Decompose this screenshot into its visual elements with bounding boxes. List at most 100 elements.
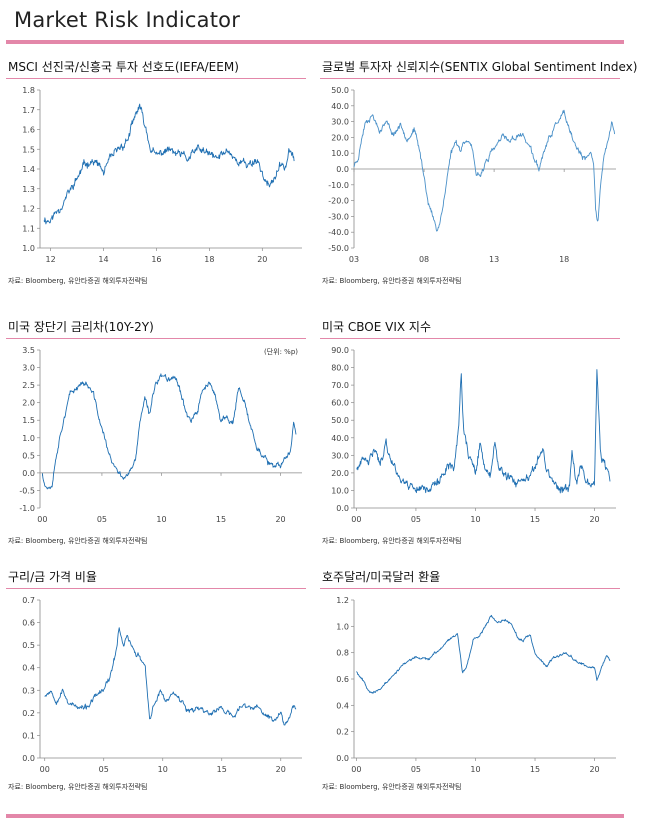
y-tick-label: 60.0 [331,399,349,408]
y-tick-label: 20.0 [331,133,349,142]
y-tick-label: 0.4 [336,701,349,710]
x-tick-label: 10 [470,515,480,524]
y-tick-label: 0.0 [22,754,35,763]
x-tick-label: 20 [257,255,267,264]
x-tick-label: 18 [559,255,569,264]
x-tick-label: 10 [470,765,480,774]
y-tick-label: 1.1 [22,224,35,233]
y-tick-label: 0.6 [336,675,349,684]
chart-title: 미국 장단기 금리차(10Y-2Y) [8,320,154,334]
x-tick-label: 08 [419,255,429,264]
y-tick-label: 1.8 [22,86,35,95]
y-tick-label: 1.5 [22,416,35,425]
y-tick-label: 0.7 [22,596,35,605]
chart-source: 자료: Bloomberg, 유안타증권 해외투자전략팀 [8,537,148,545]
chart-panel-vix: 미국 CBOE VIX 지수 0.0 10.0 20.0 30.0 40.0 50.0 60… [320,318,620,558]
chart-title: 글로벌 투자자 신뢰지수(SENTIX Global Sentiment Ind… [322,60,638,74]
y-tick-label: 3.5 [22,346,35,355]
page-title: Market Risk Indicator [14,8,241,32]
x-tick-label: 20 [589,515,599,524]
y-tick-label: 50.0 [331,416,349,425]
y-tick-label: 2.0 [22,399,35,408]
chart-plot: 1.0 1.1 1.2 1.3 1.4 1.5 1.6 1.7 1.8 12 14 16 18 20 [22,86,302,264]
y-tick-label: 0.6 [22,619,35,628]
chart-plot: 0.0 0.1 0.2 0.3 0.4 0.5 0.6 0.7 00 05 10 15 20 [22,596,302,774]
x-tick-label: 20 [275,515,285,524]
y-tick-label: 0.0 [22,469,35,478]
y-tick-label: 3.0 [22,364,35,373]
y-tick-label: -10.0 [328,181,349,190]
y-tick-label: 0.2 [336,728,349,737]
unit-label: (단위: %p) [264,347,298,356]
chart-plot: -50.0 -40.0 -30.0 -20.0 -10.0 0.0 10.0 20.0 30.0… [328,86,616,264]
y-tick-label: 20.0 [331,469,349,478]
series-line-sentix [353,109,616,232]
y-tick-label: 0.1 [22,731,35,740]
chart-title: 호주달러/미국달러 환율 [322,570,441,584]
y-tick-label: 1.2 [336,596,349,605]
x-tick-label: 10 [158,765,168,774]
series-line-copper [44,627,297,726]
x-tick-label: 20 [589,765,599,774]
y-tick-label: -30.0 [328,212,349,221]
chart-divider [320,78,620,79]
x-tick-label: 15 [530,515,540,524]
x-tick-label: 05 [411,765,421,774]
series-line-vix [356,369,611,494]
y-tick-label: 1.2 [22,205,35,214]
series-line-audusd [356,614,611,694]
y-tick-label: 1.0 [22,434,35,443]
y-tick-label: 0.3 [22,686,35,695]
y-tick-label: 1.0 [336,622,349,631]
x-tick-label: 03 [349,255,359,264]
chart-title: MSCI 선진국/신흥국 투자 선호도(IEFA/EEM) [8,60,239,74]
x-tick-label: 14 [98,255,108,264]
x-tick-label: 20 [276,765,286,774]
y-tick-label: -50.0 [328,244,349,253]
x-tick-label: 00 [37,515,47,524]
chart-panel-audusd: 호주달러/미국달러 환율 0.0 0.2 0.4 0.6 0.8 1.0 1.2 00 05 10… [320,568,620,808]
chart-divider [6,338,306,339]
y-tick-label: 0.0 [336,165,349,174]
y-tick-label: 0.0 [336,754,349,763]
chart-divider [6,78,306,79]
chart-title: 미국 CBOE VIX 지수 [322,320,432,334]
chart-panel-spread: 미국 장단기 금리차(10Y-2Y) -1.0 -0.5 0.0 0.5 1.0 1.5 2… [6,318,306,558]
y-tick-label: -40.0 [328,228,349,237]
x-tick-label: 15 [216,515,226,524]
y-tick-label: 0.5 [22,451,35,460]
footer-divider [6,814,624,818]
chart-source: 자료: Bloomberg, 유안타증권 해외투자전략팀 [8,783,148,791]
chart-plot: -1.0 -0.5 0.0 0.5 1.0 1.5 2.0 2.5 3.0 3.5 00 05 10 15… [19,346,302,524]
y-tick-label: 40.0 [331,102,349,111]
series-line-msci [43,103,295,225]
y-tick-label: 10.0 [331,149,349,158]
y-tick-label: 0.8 [336,649,349,658]
y-tick-label: 0.4 [22,664,35,673]
chart-divider [320,588,620,589]
x-tick-label: 10 [156,515,166,524]
y-tick-label: 80.0 [331,364,349,373]
chart-panel-msci: MSCI 선진국/신흥국 투자 선호도(IEFA/EEM) 1.0 1.1 1.2 1… [6,58,306,298]
x-tick-label: 05 [99,765,109,774]
x-tick-label: 13 [489,255,499,264]
title-divider [6,40,624,44]
y-tick-label: 90.0 [331,346,349,355]
chart-source: 자료: Bloomberg, 유안타증권 해외투자전략팀 [322,783,462,791]
y-tick-label: 2.5 [22,381,35,390]
chart-source: 자료: Bloomberg, 유안타증권 해외투자전략팀 [8,277,148,285]
y-tick-label: 40.0 [331,434,349,443]
chart-panel-copper-gold: 구리/금 가격 비율 0.0 0.1 0.2 0.3 0.4 0.5 0.6 0.7 00 05 1… [6,568,306,808]
x-tick-label: 05 [411,515,421,524]
chart-source: 자료: Bloomberg, 유안타증권 해외투자전략팀 [322,277,462,285]
x-tick-label: 05 [97,515,107,524]
chart-plot: 0.0 0.2 0.4 0.6 0.8 1.0 1.2 00 05 10 15 20 [336,596,616,774]
chart-divider [320,338,620,339]
y-tick-label: 0.5 [22,641,35,650]
y-tick-label: -0.5 [19,486,35,495]
chart-source: 자료: Bloomberg, 유안타증권 해외투자전략팀 [322,537,462,545]
y-tick-label: 70.0 [331,381,349,390]
x-tick-label: 00 [351,765,361,774]
x-tick-label: 00 [351,515,361,524]
y-tick-label: 30.0 [331,451,349,460]
